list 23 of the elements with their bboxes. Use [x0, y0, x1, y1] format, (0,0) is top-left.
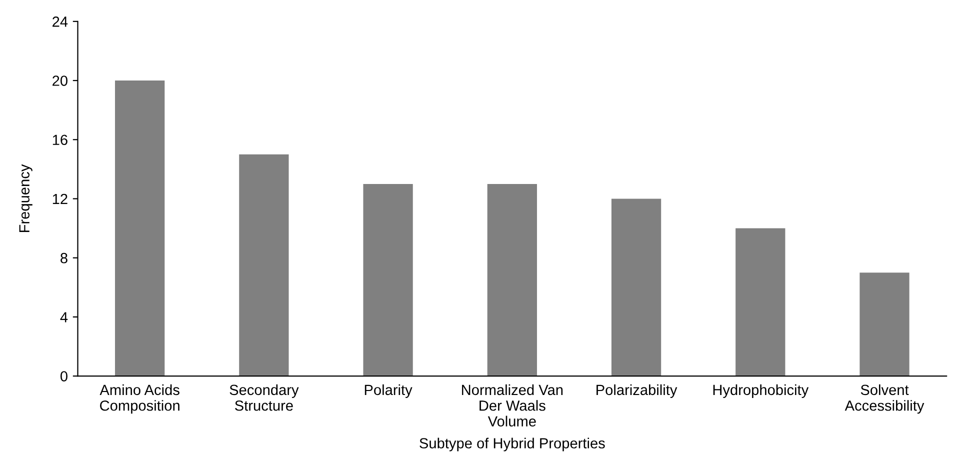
y-tick-label: 4 — [60, 312, 68, 322]
bar — [363, 184, 413, 376]
x-tick-label: Normalized Van Der Waals Volume — [462, 384, 563, 426]
bar — [239, 154, 289, 376]
bar — [114, 80, 165, 376]
bar — [487, 184, 537, 376]
bar — [611, 198, 662, 376]
bar — [736, 228, 786, 376]
x-tick-label: Solvent Accessibility — [844, 384, 924, 414]
y-axis-title: Frequency — [19, 164, 32, 232]
x-tick-label: Amino Acids Composition — [100, 384, 180, 414]
x-tick-label: Hydrophobicity — [713, 384, 809, 398]
y-tick-label: 0 — [60, 371, 68, 382]
x-tick-label: Secondary Structure — [230, 384, 299, 411]
x-tick-label: Polarity — [364, 384, 412, 398]
x-axis-title: Subtype of Hybrid Properties — [420, 438, 605, 452]
x-tick-label: Polarizability — [596, 384, 678, 398]
y-tick-label: 12 — [52, 194, 68, 204]
y-tick-label: 16 — [52, 134, 68, 146]
y-tick-label: 20 — [52, 76, 68, 86]
y-tick-label: 24 — [52, 16, 68, 27]
bar — [860, 272, 910, 376]
y-tick-label: 8 — [60, 252, 68, 264]
